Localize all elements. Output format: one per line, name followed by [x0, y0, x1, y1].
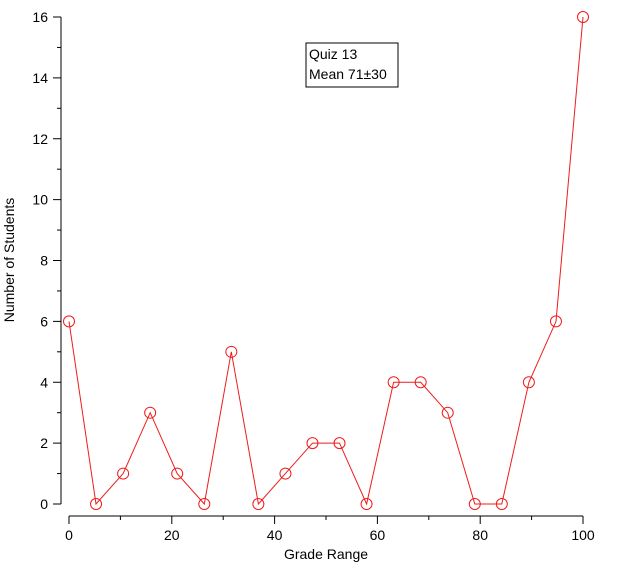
data-point	[90, 498, 103, 510]
x-axis-label: Grade Range	[284, 546, 368, 562]
data-point	[577, 11, 589, 23]
data-point	[279, 467, 292, 480]
x-tick-label: 20	[164, 527, 180, 543]
x-tick-label: 100	[571, 527, 595, 543]
data-point	[333, 437, 346, 450]
data-point	[522, 376, 535, 389]
y-tick-label: 6	[40, 313, 48, 329]
data-point	[360, 498, 373, 510]
y-tick-label: 14	[32, 70, 48, 86]
y-axis-label: Number of Students	[1, 198, 17, 323]
data-point	[198, 498, 211, 510]
data-point	[414, 376, 427, 389]
x-tick-label: 80	[472, 527, 488, 543]
x-tick-label: 0	[65, 527, 73, 543]
data-point	[495, 498, 508, 510]
y-tick-label: 10	[32, 192, 48, 208]
data-point	[63, 315, 75, 328]
y-tick-label: 2	[40, 435, 48, 451]
data-point	[441, 406, 454, 419]
annotation-line-1: Quiz 13	[309, 46, 357, 62]
data-point	[117, 467, 130, 480]
y-tick-label: 0	[40, 496, 48, 512]
annotation-line-2: Mean 71±30	[309, 66, 387, 82]
data-point	[549, 315, 562, 328]
series-line	[68, 16, 584, 506]
data-point	[306, 437, 319, 450]
x-tick-label: 40	[267, 527, 283, 543]
data-point	[225, 345, 238, 358]
data-point	[387, 376, 400, 389]
y-tick-label: 4	[40, 374, 48, 390]
data-point	[468, 498, 481, 510]
y-tick-label: 8	[40, 253, 48, 269]
series-layer	[63, 11, 589, 510]
y-tick-label: 12	[32, 131, 48, 147]
y-tick-label: 16	[32, 9, 48, 25]
x-tick-label: 60	[370, 527, 386, 543]
data-point	[252, 498, 265, 510]
data-point	[144, 406, 157, 419]
data-point	[171, 467, 184, 480]
axes: 0 2 4 6 8 10 12 14 16 0 20 40 60 80 100	[32, 9, 594, 543]
annotation-box: Quiz 13 Mean 71±30	[305, 42, 399, 88]
